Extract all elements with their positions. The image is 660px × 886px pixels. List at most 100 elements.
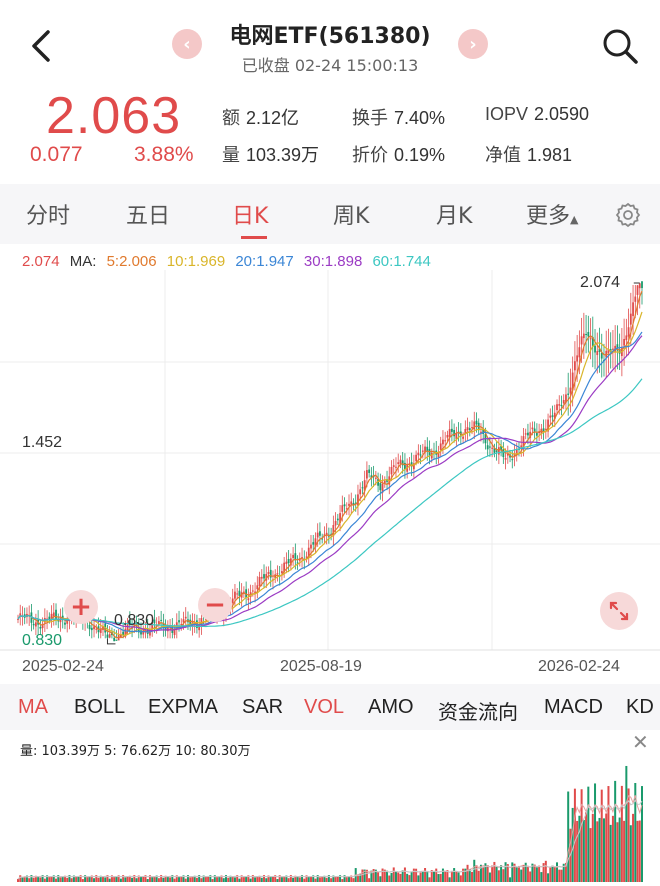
volume-bar bbox=[28, 878, 31, 882]
sell-marker-icon[interactable]: − bbox=[198, 588, 232, 622]
next-stock-button[interactable]: › bbox=[458, 29, 488, 59]
volume-bar bbox=[117, 875, 120, 882]
price-change-pct: 3.88% bbox=[134, 143, 194, 166]
ma5-line bbox=[17, 290, 643, 639]
tab-daily-k[interactable]: 日K bbox=[232, 204, 269, 229]
volume-bar bbox=[424, 868, 427, 882]
candle-body bbox=[585, 334, 587, 336]
volume-bar bbox=[321, 876, 324, 882]
candle-body bbox=[368, 469, 371, 473]
volume-bar bbox=[419, 872, 422, 882]
indicator-boll[interactable]: BOLL bbox=[74, 696, 126, 718]
kline-chart[interactable] bbox=[0, 270, 660, 682]
candle-body bbox=[486, 445, 489, 450]
volume-bar bbox=[88, 876, 91, 882]
candle-body bbox=[258, 576, 261, 586]
candle-body bbox=[641, 281, 643, 289]
tab-weekly-k[interactable]: 周K bbox=[333, 204, 370, 229]
tab-five-day[interactable]: 五日 bbox=[126, 204, 171, 229]
vol-ma10-line bbox=[17, 799, 643, 880]
volume-bar bbox=[280, 877, 283, 882]
close-indicator-icon[interactable]: ✕ bbox=[632, 730, 649, 754]
volume-bar bbox=[200, 878, 203, 882]
triangle-down-icon: ▲ bbox=[570, 213, 579, 226]
candle-body bbox=[370, 475, 373, 479]
tab-monthly-k[interactable]: 月K bbox=[436, 204, 473, 229]
volume-bar bbox=[93, 878, 96, 882]
volume-bar bbox=[453, 868, 456, 882]
volume-bar bbox=[417, 875, 420, 882]
volume-bar bbox=[298, 877, 301, 882]
volume-chart[interactable] bbox=[0, 758, 660, 886]
volume-bar bbox=[497, 870, 500, 882]
tab-more[interactable]: 更多▲ bbox=[526, 204, 579, 229]
candle-body bbox=[589, 338, 592, 340]
candle-body bbox=[93, 626, 95, 630]
candle-body bbox=[466, 427, 469, 431]
candle-body bbox=[504, 457, 507, 460]
search-icon[interactable] bbox=[600, 26, 640, 66]
candle-body bbox=[151, 622, 154, 630]
candle-body bbox=[544, 428, 547, 430]
market-status: 已收盘 02-24 15:00:13 bbox=[241, 56, 419, 75]
volume-bar bbox=[307, 876, 310, 882]
volume-bar bbox=[591, 813, 594, 882]
volume-bar bbox=[538, 865, 541, 882]
indicator-sar[interactable]: SAR bbox=[242, 696, 284, 718]
stat-discount: 折价 0.19% bbox=[352, 145, 446, 165]
buy-marker-icon[interactable]: + bbox=[64, 590, 98, 624]
candle-body bbox=[600, 352, 603, 359]
candle-body bbox=[553, 412, 556, 420]
candle-body bbox=[634, 296, 637, 302]
volume-bar bbox=[263, 875, 266, 882]
volume-bar bbox=[233, 877, 236, 882]
volume-bar bbox=[305, 875, 308, 882]
indicator-ma[interactable]: MA bbox=[18, 696, 48, 718]
tab-intraday[interactable]: 分时 bbox=[26, 204, 71, 229]
candle-body bbox=[506, 453, 509, 456]
indicator-expma[interactable]: EXPMA bbox=[148, 696, 219, 718]
volume-bar bbox=[218, 876, 221, 882]
volume-bar bbox=[46, 875, 49, 882]
prev-stock-button[interactable]: ‹ bbox=[172, 29, 202, 59]
candle-body bbox=[354, 502, 357, 504]
volume-bar bbox=[260, 877, 263, 882]
back-icon[interactable] bbox=[26, 28, 58, 64]
ma10-value: 10:1.969 bbox=[166, 253, 226, 270]
candle-body bbox=[558, 404, 561, 406]
volume-bar bbox=[213, 875, 216, 882]
fullscreen-icon[interactable] bbox=[600, 592, 638, 630]
candle-body bbox=[359, 489, 362, 495]
indicator-macd[interactable]: MACD bbox=[544, 696, 603, 718]
volume-bar bbox=[484, 863, 487, 882]
volume-bar bbox=[399, 873, 402, 882]
settings-gear-icon[interactable] bbox=[614, 201, 642, 229]
last-price: 2.063 bbox=[46, 87, 182, 145]
volume-bar bbox=[426, 870, 429, 882]
volume-bar bbox=[303, 878, 306, 882]
indicator-kd[interactable]: KD bbox=[626, 696, 654, 718]
volume-bar bbox=[247, 875, 250, 882]
candle-body bbox=[146, 628, 149, 634]
candle-body bbox=[55, 609, 57, 619]
volume-bar bbox=[198, 875, 201, 882]
candle-body bbox=[298, 558, 301, 561]
volume-bar bbox=[39, 877, 42, 882]
volume-bar bbox=[184, 878, 187, 882]
candle-body bbox=[198, 625, 201, 631]
candle-body bbox=[625, 335, 628, 341]
candle-body bbox=[576, 355, 579, 362]
volume-bar bbox=[448, 877, 451, 882]
indicator-fund-flow[interactable]: 资金流向 bbox=[438, 702, 518, 724]
volume-bar bbox=[363, 869, 366, 882]
volume-bar bbox=[421, 871, 424, 882]
candle-body bbox=[339, 513, 341, 523]
indicator-amo[interactable]: AMO bbox=[368, 696, 414, 718]
indicator-vol[interactable]: VOL bbox=[304, 696, 345, 718]
volume-bar bbox=[511, 862, 514, 882]
volume-bar bbox=[609, 824, 612, 882]
volume-bar bbox=[312, 875, 315, 882]
volume-bar bbox=[17, 879, 19, 882]
volume-bar bbox=[348, 876, 351, 882]
candle-body bbox=[607, 349, 610, 353]
